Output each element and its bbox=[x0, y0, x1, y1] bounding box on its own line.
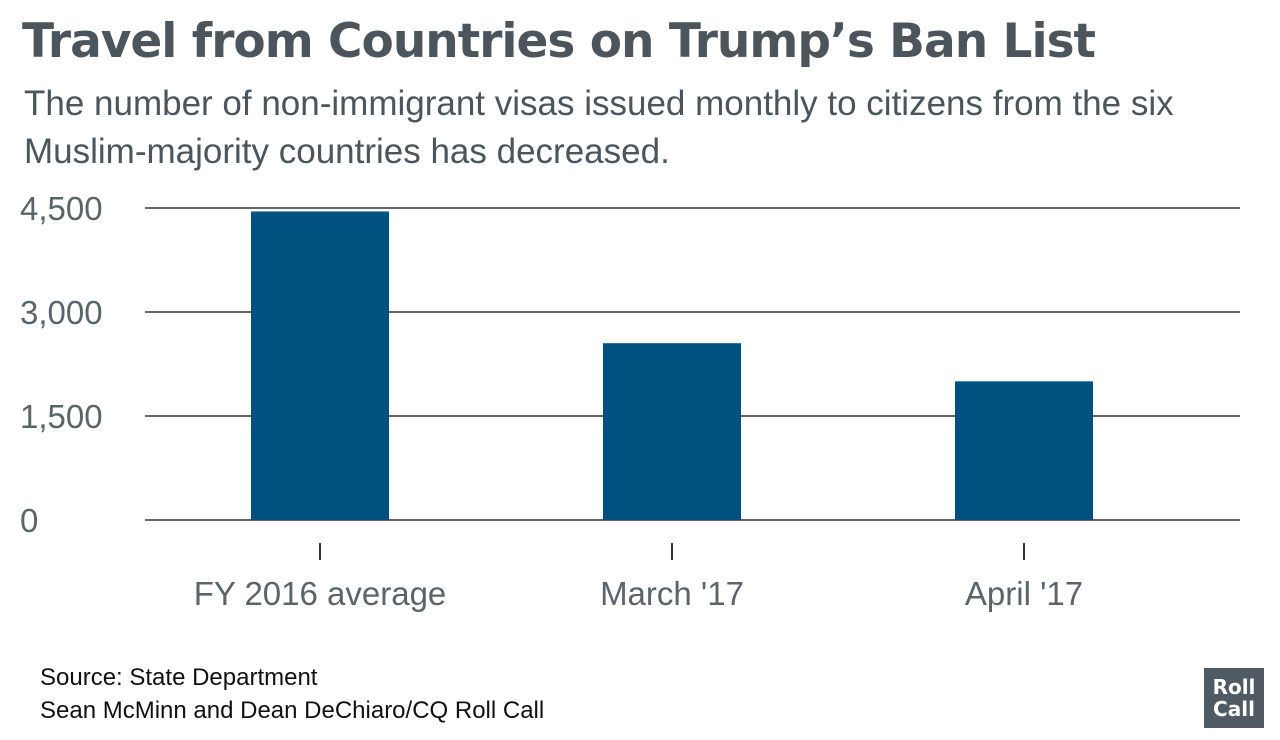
y-axis-tick-labels: 0 1,500 3,000 4,500 bbox=[20, 190, 103, 539]
x-category-label: FY 2016 average bbox=[194, 575, 447, 612]
chart-subtitle: The number of non-immigrant visas issued… bbox=[24, 84, 1174, 171]
x-axis-category-labels: FY 2016 average March '17 April '17 bbox=[194, 575, 1083, 612]
source-note: Source: State Department bbox=[40, 664, 318, 691]
y-tick-label: 3,000 bbox=[20, 294, 103, 331]
x-axis-ticks bbox=[319, 543, 1025, 560]
x-category-label: March '17 bbox=[600, 575, 744, 612]
bar bbox=[955, 381, 1093, 520]
y-tick-label: 1,500 bbox=[20, 398, 103, 435]
bar bbox=[251, 211, 389, 520]
bar-chart: 0 1,500 3,000 4,500 FY 2016 average March '1… bbox=[20, 190, 1240, 612]
roll-call-logo: Roll Call bbox=[1204, 668, 1264, 728]
y-tick-label: 4,500 bbox=[20, 190, 103, 227]
bars bbox=[251, 211, 1093, 520]
x-category-label: April '17 bbox=[965, 575, 1083, 612]
chart-title: Travel from Countries on Trump’s Ban Lis… bbox=[22, 14, 1096, 69]
logo-text-line-2: Call bbox=[1213, 697, 1255, 721]
bar bbox=[603, 343, 741, 520]
logo-text-line-1: Roll bbox=[1212, 675, 1256, 699]
credit-note: Sean McMinn and Dean DeChiaro/CQ Roll Ca… bbox=[40, 697, 545, 724]
y-tick-label: 0 bbox=[20, 502, 38, 539]
